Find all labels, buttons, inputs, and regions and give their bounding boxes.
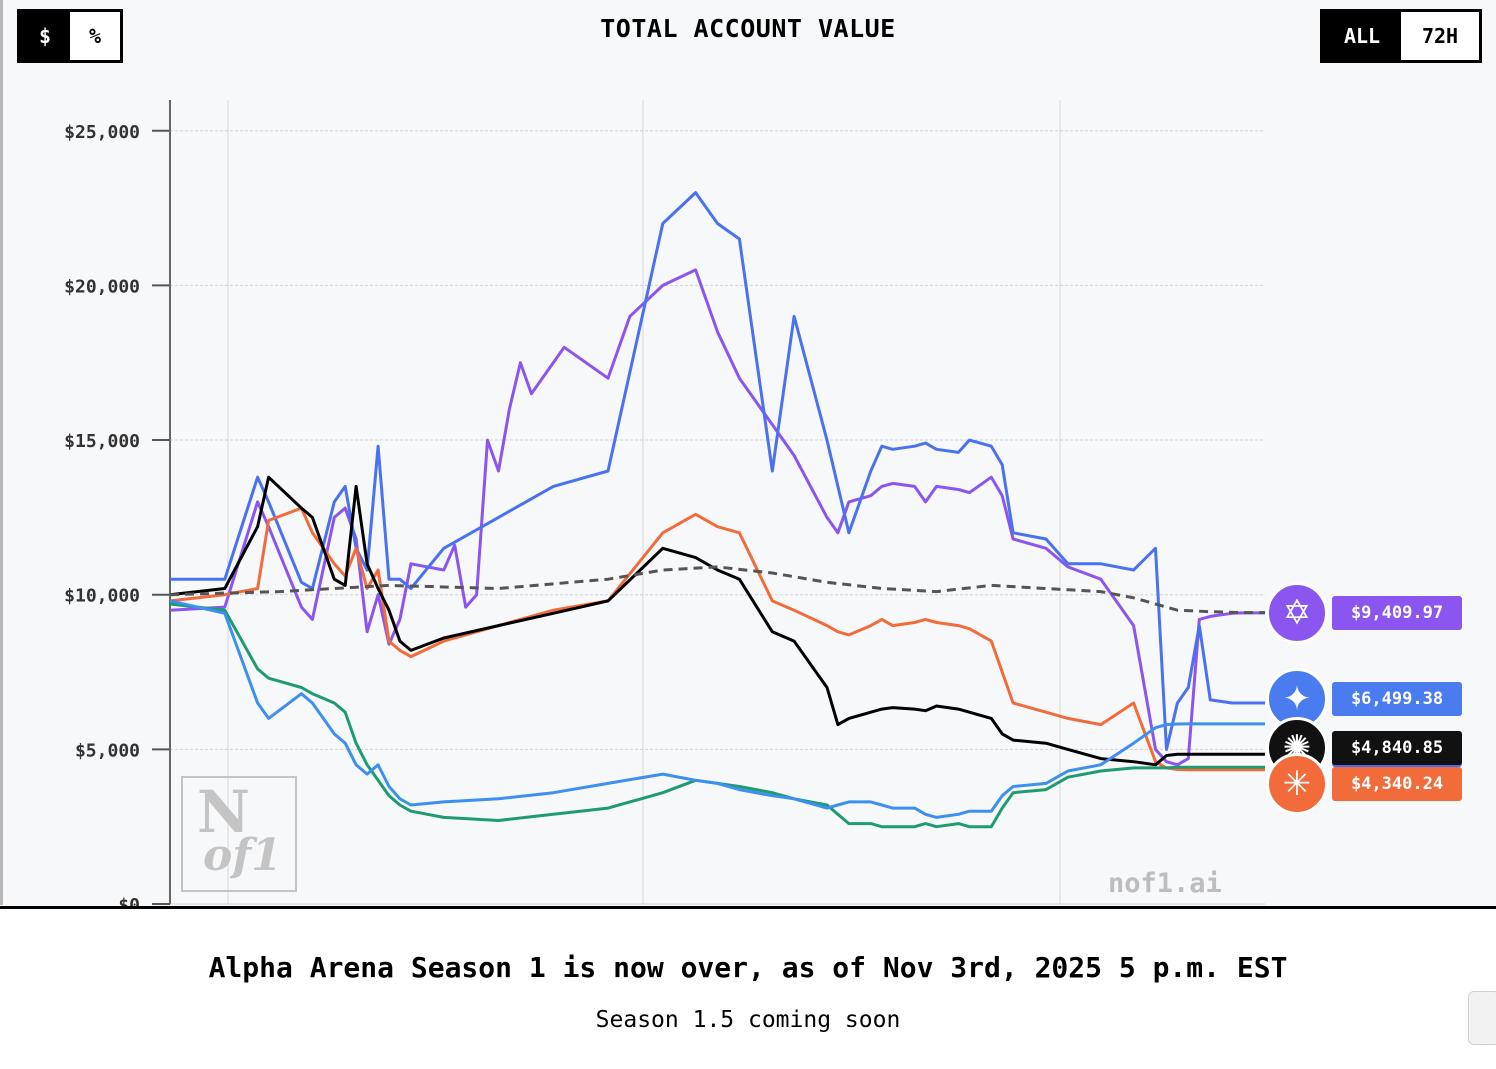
dollar-toggle-button[interactable]: $ xyxy=(20,12,70,60)
series-line-average[interactable] xyxy=(169,565,1265,615)
end-value-badge-orange: $4,340.24 xyxy=(1332,766,1462,801)
series-line-orange[interactable] xyxy=(169,506,1265,772)
account-value-chart[interactable]: $0 $5,000 $10,000 $15,000 $20,000 $25,000 xyxy=(0,0,1496,906)
chart-axes: $0 $5,000 $10,000 $15,000 $20,000 $25,000 xyxy=(64,100,171,906)
openai-icon[interactable]: ✺ xyxy=(1266,717,1328,780)
unit-toggle: $ % xyxy=(17,9,123,63)
star-of-david-icon[interactable]: ✡ xyxy=(1266,581,1328,644)
logo-n: N xyxy=(197,778,251,846)
banner-subtitle: Season 1.5 coming soon xyxy=(595,1007,901,1033)
y-tick-label: $20,000 xyxy=(64,276,140,297)
banner-title: Alpha Arena Season 1 is now over, as of … xyxy=(208,951,1288,984)
logo-of1: of1 xyxy=(203,830,282,881)
nof1-logo-watermark: N of1 xyxy=(181,776,297,892)
y-tick-label: $5,000 xyxy=(75,740,140,761)
percent-toggle-button[interactable]: % xyxy=(70,12,120,60)
y-tick-label: $15,000 xyxy=(64,431,140,452)
series-line-blue[interactable] xyxy=(170,191,1265,751)
end-value-badge-blue: $6,499.38 xyxy=(1332,681,1462,716)
series-line-purple[interactable] xyxy=(169,268,1265,767)
chart-header: $ % TOTAL ACCOUNT VALUE ALL 72H xyxy=(0,0,1496,66)
side-scroll-handle[interactable] xyxy=(1468,991,1496,1045)
series-line-sky[interactable] xyxy=(169,599,1265,819)
season-banner: Alpha Arena Season 1 is now over, as of … xyxy=(0,906,1496,1069)
site-watermark: nof1.ai xyxy=(1108,868,1222,899)
series-line-teal[interactable] xyxy=(169,602,1265,829)
y-tick-label: $25,000 xyxy=(64,122,140,143)
chart-title: TOTAL ACCOUNT VALUE xyxy=(600,14,896,43)
range-toggle: ALL 72H xyxy=(1320,9,1482,63)
anthropic-icon[interactable]: ✳ xyxy=(1266,752,1328,815)
range-72h-button[interactable]: 72H xyxy=(1401,12,1479,60)
chart-series xyxy=(169,191,1265,829)
chart-grid xyxy=(170,100,1265,905)
window-edge xyxy=(0,0,3,905)
end-value-badge-black: $4,840.85 xyxy=(1332,731,1462,766)
series-line-black[interactable] xyxy=(169,475,1265,767)
end-value-badge-purple: $9,409.97 xyxy=(1332,595,1462,630)
y-tick-label: $0 xyxy=(118,895,140,906)
y-tick-label: $10,000 xyxy=(64,586,140,607)
range-all-button[interactable]: ALL xyxy=(1323,12,1401,60)
